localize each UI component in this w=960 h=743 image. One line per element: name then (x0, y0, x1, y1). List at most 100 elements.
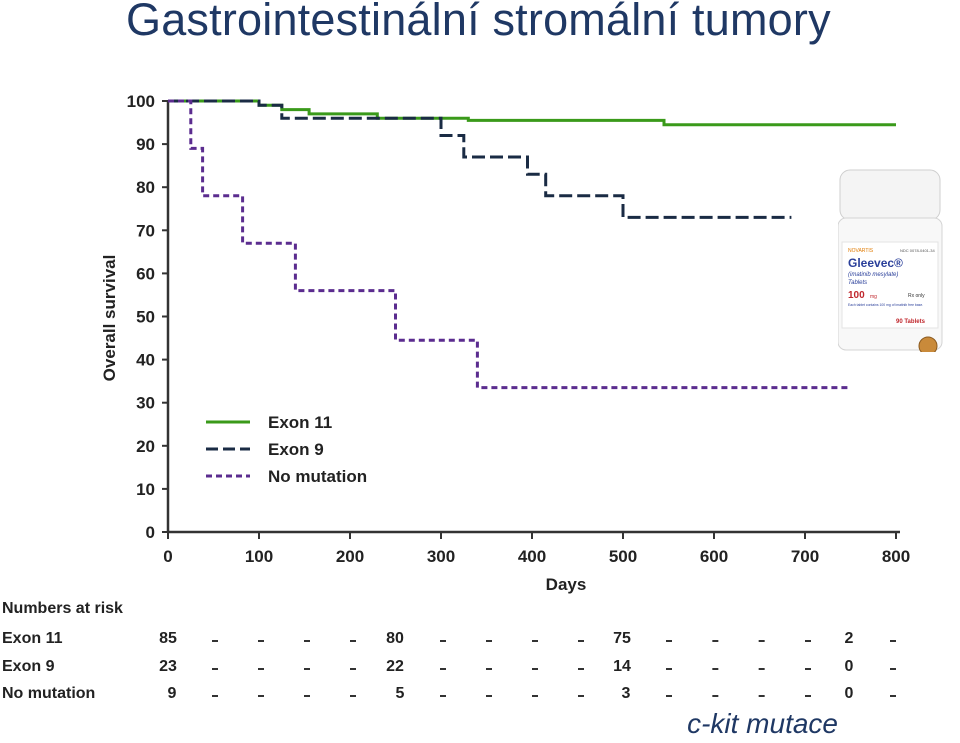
label-ndc: NDC 0078-0401-34 (900, 248, 935, 253)
risk-value: 80 (386, 630, 404, 647)
y-tick-label: 40 (136, 351, 155, 370)
y-tick-label: 50 (136, 308, 155, 327)
risk-value: 0 (845, 658, 854, 675)
risk-value: 3 (622, 685, 631, 702)
risk-dot-leader (258, 668, 264, 670)
x-axis: 0 100 200 300 400 500 600 700 800 (163, 530, 910, 566)
risk-dot-leader (578, 668, 584, 670)
risk-table-title: Numbers at risk (2, 600, 123, 617)
label-rx: Rx only (908, 293, 925, 299)
risk-dot-leader (758, 640, 765, 642)
risk-dot-leader (486, 640, 492, 642)
y-tick-label: 0 (146, 523, 155, 542)
risk-dot-leader (666, 668, 672, 670)
risk-dot-leader (758, 668, 765, 670)
risk-dot-leader (350, 640, 356, 642)
risk-value: 22 (386, 658, 404, 675)
risk-dot-leader (805, 695, 811, 697)
y-axis: 0 10 20 30 40 50 60 70 80 90 100 (127, 92, 170, 542)
x-axis-title: Days (546, 575, 587, 594)
risk-dot-leader (532, 668, 538, 670)
series-group (168, 99, 896, 390)
risk-row-exon9: Exon 9 23 22 14 0 (2, 658, 854, 675)
risk-dot-leader (532, 640, 538, 642)
gleevec-bottle-image: NOVARTIS NDC 0078-0401-34 Gleevec® (imat… (838, 169, 943, 352)
risk-value: 9 (168, 685, 177, 702)
risk-value: 14 (613, 658, 631, 675)
label-form: Tablets (848, 280, 867, 286)
risk-row-exon11: Exon 11 85 80 75 2 (2, 630, 854, 647)
risk-dot-leader (666, 640, 672, 642)
risk-dot-leader (805, 640, 811, 642)
risk-dot-leader (578, 640, 584, 642)
risk-dot-leader (578, 695, 584, 697)
risk-dot-leader (758, 695, 765, 697)
risk-dot-leader (212, 695, 218, 697)
risk-value: 0 (845, 685, 854, 702)
x-tick-label: 500 (609, 547, 637, 566)
y-tick-label: 90 (136, 135, 155, 154)
risk-dot-leader (486, 695, 492, 697)
risk-dot-leader (212, 668, 218, 670)
y-ticks: 0 10 20 30 40 50 60 70 80 90 100 (127, 92, 168, 542)
y-tick-label: 20 (136, 437, 155, 456)
slide-title: Gastrointestinální stromální tumory (126, 0, 831, 45)
risk-row-label: Exon 9 (2, 658, 55, 675)
tablet (918, 336, 938, 352)
bottle-label (841, 241, 939, 329)
risk-dot-leader (350, 695, 356, 697)
label-strength: 100 (848, 290, 865, 301)
y-tick-label: 30 (136, 394, 155, 413)
risk-dot-leader (304, 695, 310, 697)
risk-value: 75 (613, 630, 631, 647)
risk-dot-leader (486, 668, 492, 670)
label-note: Each tablet contains 100 mg of imatinib … (848, 303, 923, 307)
risk-dot-leader (712, 695, 719, 697)
legend-label-exon11: Exon 11 (268, 413, 332, 432)
risk-dot-leader (890, 640, 896, 642)
risk-dot-leader (532, 695, 538, 697)
x-tick-label: 600 (700, 547, 728, 566)
x-tick-label: 300 (427, 547, 455, 566)
risk-row-label: No mutation (2, 685, 95, 702)
label-generic: (imatinib mesylate) (848, 272, 898, 278)
risk-value: 85 (159, 630, 177, 647)
x-tick-label: 800 (882, 547, 910, 566)
x-tick-label: 400 (518, 547, 546, 566)
label-brand: NOVARTIS (848, 248, 874, 254)
risk-dot-leader (304, 668, 310, 670)
series-line-2 (168, 99, 851, 390)
risk-dot-leader (440, 668, 446, 670)
label-name: Gleevec® (848, 256, 903, 270)
x-tick-label: 200 (336, 547, 364, 566)
risk-value: 23 (159, 658, 177, 675)
x-tick-label: 700 (791, 547, 819, 566)
legend-label-exon9: Exon 9 (268, 440, 324, 459)
risk-dot-leader (890, 695, 896, 697)
x-ticks: 0 100 200 300 400 500 600 700 800 (163, 532, 910, 566)
footer-note: c-kit mutace (687, 708, 838, 739)
risk-value: 2 (845, 630, 854, 647)
risk-dot-leader (258, 640, 264, 642)
y-axis-title: Overall survival (100, 255, 119, 382)
risk-dot-leaders (212, 640, 896, 697)
risk-dot-leader (666, 695, 672, 697)
risk-dot-leader (304, 640, 310, 642)
risk-value: 5 (396, 685, 405, 702)
y-tick-label: 60 (136, 264, 155, 283)
y-tick-label: 10 (136, 480, 155, 499)
risk-dot-leader (212, 640, 218, 642)
risk-dot-leader (805, 668, 811, 670)
legend: Exon 11 Exon 9 No mutation (206, 413, 367, 486)
risk-row-label: Exon 11 (2, 630, 63, 647)
risk-dot-leader (712, 640, 719, 642)
series-line-1 (168, 99, 792, 219)
risk-dot-leader (890, 668, 896, 670)
risk-row-no-mutation: No mutation 9 5 3 0 (2, 685, 854, 702)
numbers-at-risk-table: Numbers at risk Exon 11 85 80 75 2 Exon … (2, 600, 896, 702)
y-tick-label: 80 (136, 178, 155, 197)
label-unit: mg (870, 294, 877, 300)
x-tick-label: 0 (163, 547, 172, 566)
label-count: 90 Tablets (896, 319, 926, 325)
